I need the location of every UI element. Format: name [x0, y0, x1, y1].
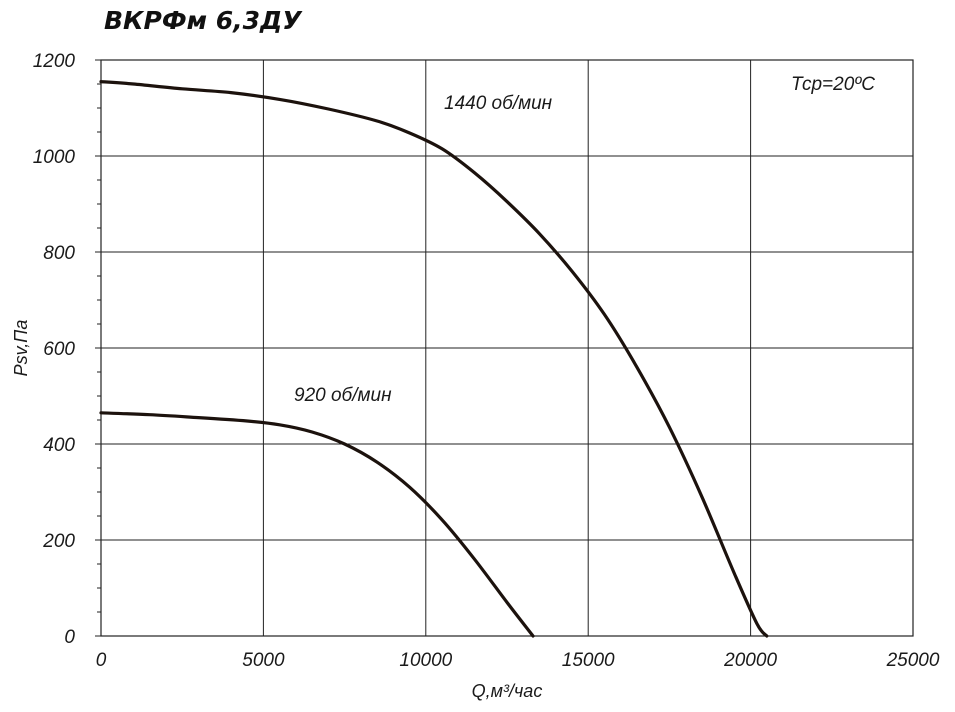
- y-axis-label: Psv,Па: [11, 320, 31, 377]
- y-tick-label: 800: [43, 243, 75, 264]
- grid: [101, 60, 913, 636]
- y-tick-labels: 0 200 400 600 800 1000 1200: [33, 51, 76, 648]
- series-label-1440: 1440 об/мин: [444, 93, 553, 114]
- x-tick-label: 20000: [723, 650, 777, 671]
- series-label-920: 920 об/мин: [294, 385, 392, 406]
- series-line-0: [99, 80, 769, 638]
- x-tick-label: 10000: [399, 650, 452, 671]
- y-tick-label: 1200: [33, 51, 76, 72]
- y-tick-label: 400: [43, 435, 75, 456]
- series-line-1: [99, 411, 535, 638]
- y-tick-label: 0: [64, 627, 75, 648]
- x-axis-label: Q,м³/час: [472, 681, 543, 701]
- y-tick-label: 600: [43, 339, 75, 360]
- chart-title: ВКРФм 6,3ДУ: [104, 6, 303, 35]
- x-tick-label: 0: [96, 650, 107, 671]
- x-tick-label: 15000: [562, 650, 615, 671]
- y-tick-label: 200: [42, 531, 75, 552]
- series: [99, 80, 769, 638]
- temperature-annotation: Тср=20ºС: [791, 74, 875, 95]
- y-tick-label: 1000: [33, 147, 76, 168]
- minor-ticks: [95, 59, 101, 637]
- x-tick-label: 25000: [886, 650, 940, 671]
- x-tick-labels: 0 5000 10000 15000 20000 25000: [96, 650, 940, 671]
- x-tick-label: 5000: [242, 650, 285, 671]
